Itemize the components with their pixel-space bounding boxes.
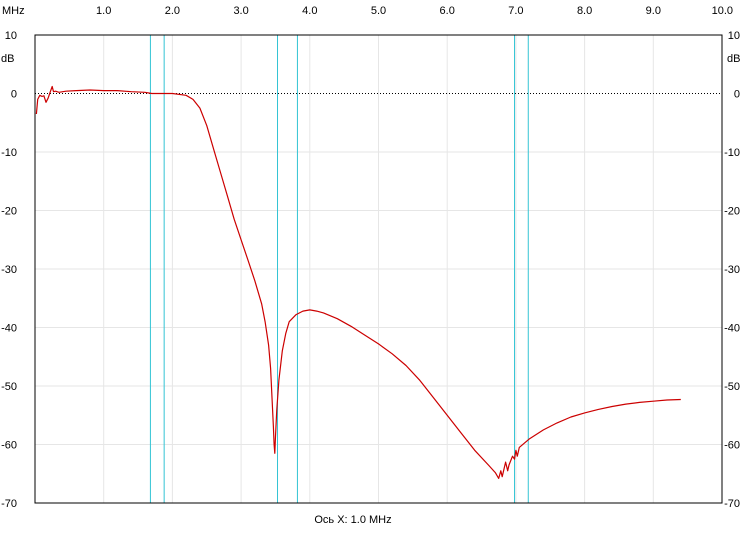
y-tick-label-left: -60 [1, 440, 17, 452]
x-tick-label: 1.0 [96, 5, 111, 17]
x-tick-label: 4.0 [302, 5, 317, 17]
x-tick-label: 9.0 [646, 5, 661, 17]
y-tick-label-right: 0 [734, 89, 740, 101]
y-tick-label-right: -40 [724, 323, 740, 335]
y-tick-label-left: 10 [5, 30, 17, 42]
y-tick-label-left: -10 [1, 147, 17, 159]
y-tick-label-right: -70 [724, 498, 740, 510]
y-tick-label-left: 0 [11, 89, 17, 101]
y-tick-label-right: -50 [724, 381, 740, 393]
x-tick-label: 5.0 [371, 5, 386, 17]
y-tick-label-right: 10 [728, 30, 740, 42]
y-tick-label-left: -70 [1, 498, 17, 510]
x-tick-label: 10.0 [712, 5, 733, 17]
x-tick-label: 7.0 [508, 5, 523, 17]
y-unit-label-right: dB [727, 53, 740, 65]
x-unit-label: MHz [2, 5, 25, 17]
y-tick-label-left: -20 [1, 206, 17, 218]
x-tick-label: 8.0 [577, 5, 592, 17]
y-tick-label-right: -60 [724, 440, 740, 452]
x-axis-title: Ось X: 1.0 MHz [314, 514, 391, 526]
x-tick-label: 2.0 [165, 5, 180, 17]
y-tick-label-right: -20 [724, 206, 740, 218]
y-tick-label-left: -30 [1, 264, 17, 276]
plot-frame [34, 34, 723, 504]
response-curve [35, 85, 681, 479]
y-tick-label-left: -40 [1, 323, 17, 335]
y-tick-label-right: -30 [724, 264, 740, 276]
y-tick-label-left: -50 [1, 381, 17, 393]
y-tick-label-right: -10 [724, 147, 740, 159]
x-tick-label: 3.0 [233, 5, 248, 17]
y-unit-label-left: dB [1, 53, 14, 65]
x-tick-label: 6.0 [440, 5, 455, 17]
